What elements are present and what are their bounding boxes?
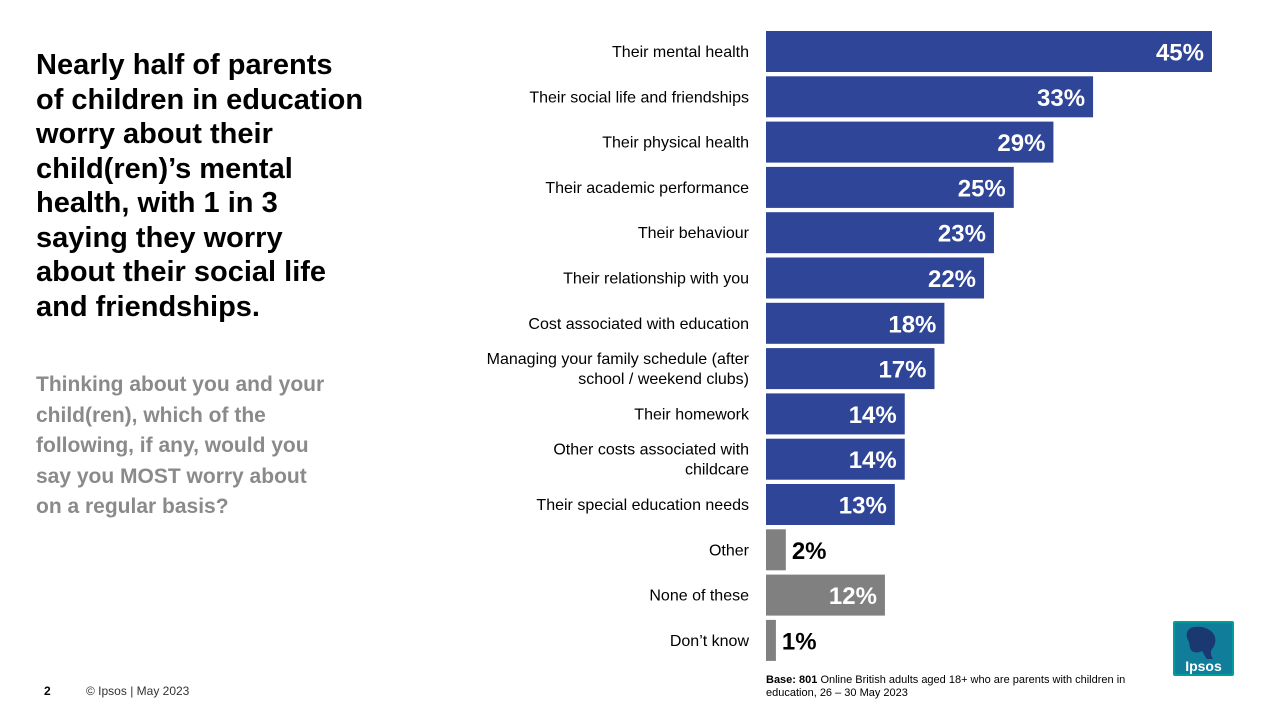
- base-note: Base: 801 Online British adults aged 18+…: [766, 674, 1126, 700]
- bar: [766, 393, 905, 435]
- data-label: 14%: [849, 447, 897, 474]
- logo-text: Ipsos: [1185, 658, 1222, 674]
- copyright: © Ipsos | May 2023: [86, 684, 190, 698]
- data-label: 33%: [1037, 85, 1085, 112]
- base-label: Base: 801: [766, 674, 818, 686]
- category-label: Their special education needs: [536, 497, 749, 514]
- data-label: 22%: [928, 266, 976, 293]
- data-label: 23%: [938, 221, 986, 248]
- category-label: Cost associated with education: [528, 316, 749, 333]
- bar: [766, 121, 1054, 163]
- bar: [766, 302, 945, 344]
- data-label: 14%: [849, 402, 897, 429]
- survey-question: Thinking about you and your child(ren), …: [36, 373, 325, 518]
- bar: [766, 348, 935, 390]
- logo-head-silhouette: [1186, 626, 1216, 659]
- page-number: 2: [44, 684, 51, 698]
- category-label: Their social life and friendships: [529, 89, 749, 106]
- base-text: Online British adults aged 18+ who are p…: [766, 674, 1126, 699]
- headline: Nearly half of parents of children in ed…: [36, 49, 364, 323]
- bar: [766, 212, 994, 254]
- bar: [766, 574, 885, 616]
- data-label: 25%: [958, 175, 1006, 202]
- bar: [766, 76, 1094, 118]
- category-label: Don’t know: [670, 633, 750, 650]
- bar: [766, 166, 1014, 208]
- bar: [766, 31, 1212, 72]
- data-label: 17%: [878, 357, 926, 384]
- data-label: 2%: [792, 538, 827, 565]
- bar: [766, 619, 776, 661]
- category-label: Their physical health: [602, 135, 749, 152]
- bar: [766, 438, 905, 480]
- category-label: None of these: [649, 588, 749, 605]
- category-label: Managing your family schedule (after scho…: [487, 351, 750, 388]
- category-label: Other: [709, 542, 750, 559]
- data-label: 1%: [782, 628, 817, 655]
- data-label: 13%: [839, 493, 887, 520]
- horizontal-bar-chart: Their mental health 45% Their social life …: [487, 31, 1212, 661]
- data-label: 29%: [997, 130, 1045, 157]
- bar: [766, 484, 895, 525]
- category-label: Their academic performance: [545, 180, 749, 197]
- bar: [766, 257, 985, 299]
- data-label: 18%: [888, 311, 936, 338]
- ipsos-logo: Ipsos: [1173, 621, 1234, 676]
- category-label: Their behaviour: [638, 225, 750, 242]
- category-label: Other costs associated with childcare: [553, 442, 749, 479]
- category-label: Their mental health: [612, 44, 749, 61]
- data-label: 12%: [829, 583, 877, 610]
- data-label: 45%: [1156, 40, 1204, 67]
- category-label: Their homework: [634, 406, 750, 423]
- category-label: Their relationship with you: [563, 271, 749, 288]
- bar: [766, 529, 786, 571]
